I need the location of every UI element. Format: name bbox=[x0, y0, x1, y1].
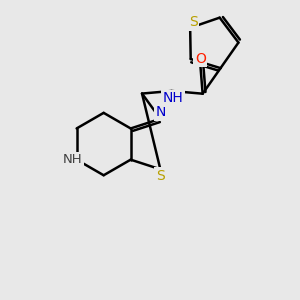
Text: S: S bbox=[189, 15, 197, 29]
Text: NH: NH bbox=[163, 92, 183, 105]
Text: O: O bbox=[195, 52, 206, 66]
Text: S: S bbox=[156, 169, 165, 183]
Text: N: N bbox=[155, 105, 166, 119]
Text: NH: NH bbox=[63, 153, 83, 166]
